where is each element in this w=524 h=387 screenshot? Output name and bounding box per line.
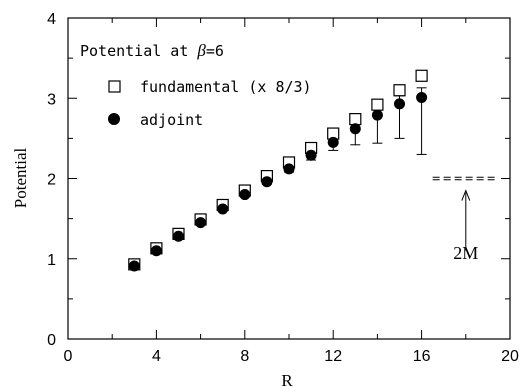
adjoint-point <box>371 109 383 121</box>
adjoint-point <box>305 149 317 161</box>
x-axis-title: R <box>281 371 293 387</box>
plot-frame <box>67 17 511 340</box>
x-tick-label: 20 <box>501 348 519 365</box>
legend-label-fundamental: fundamental (x 8/3) <box>140 78 312 96</box>
adjoint-point <box>150 245 162 257</box>
legend: Potential at β=6 fundamental (x 8/3) adj… <box>80 41 312 129</box>
plot-border <box>67 17 511 340</box>
x-tick-label: 12 <box>324 348 342 365</box>
adjoint-point <box>394 98 405 110</box>
x-tick-label: 16 <box>413 348 431 365</box>
legend-beta-symbol: β <box>196 41 206 60</box>
arrow-head <box>461 189 471 201</box>
annotation-label-2m: 2M <box>453 243 478 263</box>
adjoint-point <box>195 217 207 229</box>
axis-ticks <box>67 17 511 340</box>
y-tick-label: 1 <box>47 252 56 269</box>
y-tick-label: 0 <box>47 332 56 349</box>
fundamental-point <box>415 69 428 82</box>
adjoint-point <box>173 230 184 242</box>
y-axis-title: Potential <box>11 148 30 209</box>
fundamental-point <box>349 113 362 126</box>
legend-square-marker <box>108 80 121 93</box>
adjoint-point <box>349 123 361 135</box>
fundamental-point <box>393 84 406 97</box>
legend-title-suffix: =6 <box>206 42 224 60</box>
x-tick-label: 4 <box>152 348 161 365</box>
data-series <box>128 69 428 272</box>
legend-title: Potential at β=6 <box>80 41 224 60</box>
adjoint-point <box>217 203 229 215</box>
annotations: 2M <box>432 176 497 263</box>
adjoint-point <box>261 176 273 188</box>
fundamental-point <box>371 98 384 111</box>
adjoint-point <box>239 189 251 201</box>
y-tick-label: 4 <box>47 11 56 28</box>
y-tick-label: 2 <box>47 172 56 189</box>
legend-circle-marker <box>108 113 120 125</box>
x-tick-label: 0 <box>64 348 73 365</box>
adjoint-point <box>283 163 295 175</box>
y-tick-label: 3 <box>47 91 56 108</box>
adjoint-point <box>128 260 140 272</box>
legend-label-adjoint: adjoint <box>140 111 203 129</box>
x-tick-label: 8 <box>240 348 249 365</box>
adjoint-point <box>327 136 339 148</box>
adjoint-point <box>416 91 428 103</box>
legend-title-prefix: Potential at <box>80 42 197 60</box>
